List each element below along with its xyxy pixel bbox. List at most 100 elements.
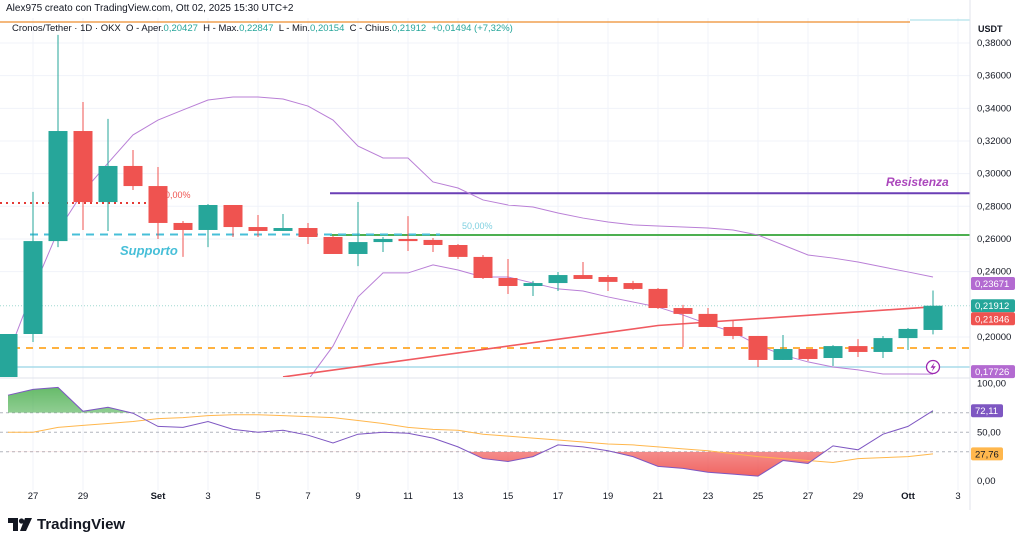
price-badge <box>971 276 1015 290</box>
candle-down <box>648 288 668 309</box>
support-label: Supporto <box>120 243 178 258</box>
tradingview-logo[interactable]: TradingView <box>8 516 125 533</box>
date-tick-label: Ott <box>901 491 916 502</box>
candle-up <box>373 238 393 243</box>
candle-up <box>23 241 43 335</box>
date-tick-label: 27 <box>803 491 814 502</box>
date-tick-label: 5 <box>255 491 260 502</box>
time-axis[interactable]: 27 29 Set 3 5 7 9 11 13 15 17 19 21 23 25 27 29 Ott 3 <box>28 491 961 502</box>
price-tick-label: 0,30000 <box>977 169 1011 180</box>
candle-up <box>823 346 843 359</box>
chart-caption: Alex975 creato con TradingView.com, Ott … <box>6 3 294 14</box>
price-tick-label: 0,26000 <box>977 234 1011 245</box>
rsi-overbought-fill <box>8 387 933 413</box>
candle-up <box>923 305 943 330</box>
candle-down <box>123 165 143 187</box>
high-label: H - Max. <box>203 23 240 34</box>
rsi-tick-label: 100,00 <box>977 379 1006 390</box>
fib-50-label: 50,00% <box>462 221 493 231</box>
candle-up <box>898 328 918 339</box>
bollinger-bands <box>7 96 934 377</box>
candle-down <box>223 204 243 228</box>
candle-up <box>48 131 68 242</box>
date-tick-label: 25 <box>753 491 764 502</box>
rsi-badge-label: 72,11 <box>975 406 998 417</box>
date-tick-label: 27 <box>28 491 39 502</box>
rsi-badge <box>971 447 1003 461</box>
date-tick-label: 13 <box>453 491 464 502</box>
candle-down <box>73 131 93 203</box>
close-value: 0,21912 <box>391 23 427 34</box>
rsi-ma-line <box>8 414 934 463</box>
price-tick-label: 0,34000 <box>977 103 1011 114</box>
candle-up <box>523 283 543 286</box>
price-tick-label: 0,32000 <box>977 136 1011 147</box>
upper-band-line <box>7 96 934 356</box>
date-tick-label: 3 <box>955 491 960 502</box>
alert-icon[interactable] <box>925 359 941 375</box>
price-badge <box>971 312 1015 326</box>
rsi-badge <box>971 404 1003 418</box>
price-badge <box>971 299 1015 313</box>
date-tick-label: 21 <box>653 491 664 502</box>
candle-up <box>273 228 293 231</box>
price-tick-label: 0,20000 <box>977 332 1011 343</box>
date-tick-label: 29 <box>78 491 89 502</box>
price-badge-label: 0,21846 <box>975 314 1009 325</box>
candle-down <box>148 186 168 223</box>
price-badge-label: 0,21912 <box>975 301 1009 312</box>
candle-down <box>173 222 193 230</box>
candle-down <box>448 245 468 257</box>
candle-down <box>298 228 318 238</box>
open-label: O - Aper. <box>126 23 164 34</box>
drawing-levels <box>0 192 970 368</box>
symbol-legend: Cronos/Tether · 1D · OKX O - Aper.0,2042… <box>12 23 513 34</box>
date-tick-label: 11 <box>403 491 413 502</box>
open-value: 0,20427 <box>163 23 198 34</box>
price-tick-label: 0,38000 <box>977 38 1011 49</box>
candle-down <box>498 277 518 286</box>
rsi-oversold-fill <box>8 451 933 477</box>
moving-average-line <box>282 305 934 377</box>
low-label: L - Min. <box>278 23 311 34</box>
rsi-line <box>7 386 934 477</box>
price-tick-label: 0,36000 <box>977 71 1011 82</box>
price-badge-label: 0,17726 <box>975 367 1009 378</box>
candle-up <box>873 338 893 352</box>
close-label: C - Chius. <box>349 23 392 34</box>
date-tick-label: Set <box>151 491 167 502</box>
symbol-name[interactable]: Cronos/Tether · 1D · OKX <box>12 23 121 34</box>
rsi-tick-label: 0,00 <box>977 476 996 487</box>
tradingview-logo-icon <box>8 518 32 531</box>
date-tick-label: 29 <box>853 491 864 502</box>
rsi-badge-label: 27,76 <box>975 449 999 460</box>
candle-down <box>473 256 493 278</box>
candle-down <box>598 277 618 282</box>
price-tick-label: 0,28000 <box>977 201 1011 212</box>
logo-text: TradingView <box>37 516 126 533</box>
date-tick-label: 17 <box>553 491 564 502</box>
price-axis[interactable]: 0,38000 0,36000 0,34000 0,32000 0,30000 0,280… <box>971 38 1015 487</box>
price-tick-label: 0,24000 <box>977 267 1011 278</box>
currency-label[interactable]: USDT <box>978 24 1003 34</box>
candle-down <box>323 237 343 254</box>
fib-0-label: 0,00% <box>165 190 191 200</box>
candle-down <box>398 238 418 242</box>
price-badge-label: 0,23671 <box>975 279 1009 290</box>
date-tick-label: 15 <box>503 491 514 502</box>
candle-down <box>423 239 443 246</box>
rsi-tick-label: 50,00 <box>977 427 1001 438</box>
candle-down <box>623 283 643 289</box>
candle-down <box>673 308 693 314</box>
date-tick-label: 9 <box>355 491 360 502</box>
candle-up <box>198 204 218 230</box>
candle-up <box>348 242 368 254</box>
rsi-pane <box>0 386 970 477</box>
date-tick-label: 19 <box>603 491 614 502</box>
candle-down <box>248 227 268 231</box>
candle-down <box>723 326 743 336</box>
change-value: +0,01494 (+7,32%) <box>431 23 513 34</box>
annotations: 0,00% 50,00% Supporto Resistenza <box>120 175 949 258</box>
candle-down <box>698 313 718 327</box>
